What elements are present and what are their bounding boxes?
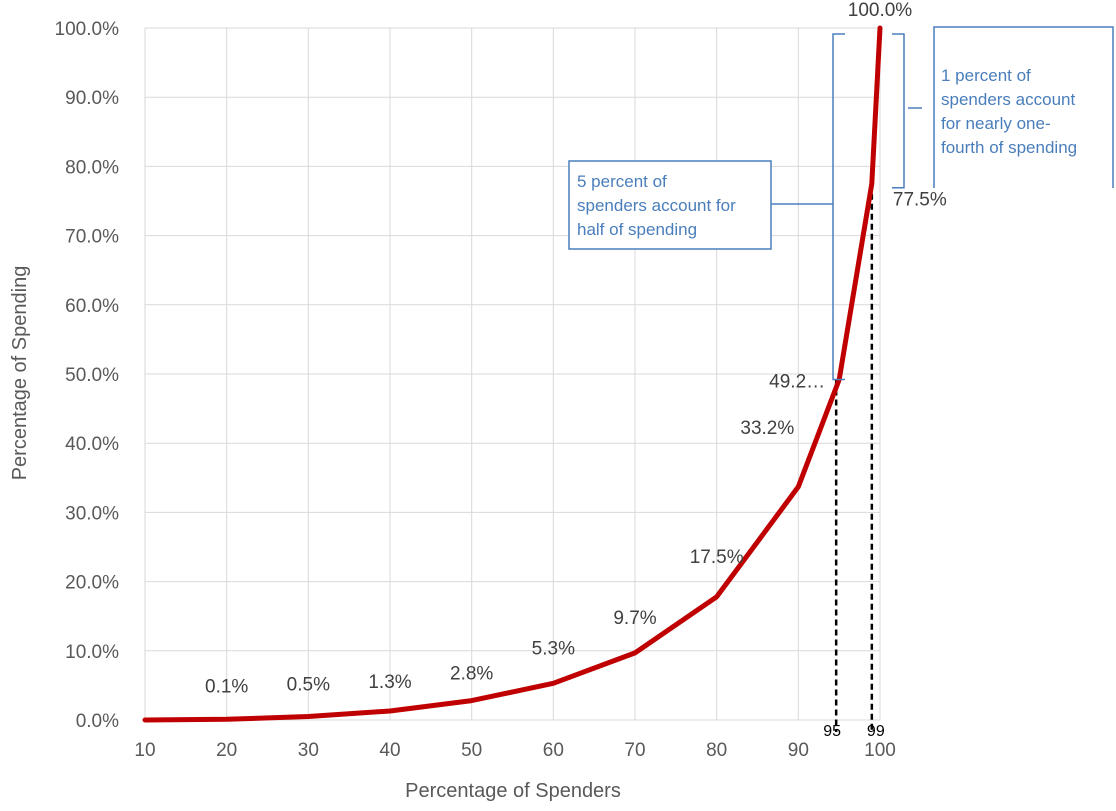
y-axis-ticks: 0.0% 10.0% 20.0% 30.0% 40.0% 50.0% 60.0% 70.0% 8… — [55, 19, 120, 732]
y-tick-label: 0.0% — [76, 711, 119, 732]
y-tick-label: 40.0% — [65, 434, 119, 455]
x-tick-label: 50 — [461, 740, 482, 761]
series-group — [142, 25, 883, 723]
y-axis-title: Percentage of Spending — [9, 266, 31, 481]
data-labels: 0.1% 0.5% 1.3% 2.8% 5.3% 9.7% 17.5% 33.2% 49.2… 7… — [205, 0, 947, 697]
x-tick-label: 90 — [788, 740, 809, 761]
callout-text-1-percent: spenders account — [941, 90, 1075, 109]
x-axis-title: Percentage of Spenders — [405, 780, 621, 802]
reference-lines: 95 99 — [823, 183, 885, 740]
data-label: 100.0% — [848, 0, 913, 21]
y-tick-label: 100.0% — [55, 19, 120, 40]
data-label: 5.3% — [532, 638, 575, 659]
data-label: 9.7% — [613, 608, 656, 629]
callout-text-5-percent: half of spending — [577, 220, 697, 239]
x-tick-label: 20 — [216, 740, 237, 761]
y-tick-label: 30.0% — [65, 503, 119, 524]
data-label: 2.8% — [450, 664, 493, 685]
bracket-5-percent — [832, 33, 845, 381]
y-tick-label: 80.0% — [65, 157, 119, 178]
annotations: 5 percent of spenders account for half of … — [568, 26, 1114, 381]
x-axis-ticks: 10 20 30 40 50 60 70 80 90 100 — [134, 740, 895, 761]
bracket-1-percent — [892, 33, 905, 189]
x-tick-label: 30 — [298, 740, 319, 761]
y-tick-label: 10.0% — [65, 642, 119, 663]
data-label: 49.2… — [769, 372, 825, 393]
data-label: 33.2% — [740, 418, 794, 439]
data-label: 17.5% — [690, 547, 744, 568]
x-tick-label: 40 — [379, 740, 400, 761]
callout-text-1-percent: for nearly one- — [941, 114, 1051, 133]
callout-text-1-percent: fourth of spending — [941, 138, 1077, 157]
x-tick-label: 100 — [864, 740, 896, 761]
series-line — [142, 25, 883, 723]
reference-label-95: 95 — [823, 723, 841, 740]
x-tick-label: 80 — [706, 740, 727, 761]
data-label: 0.1% — [205, 676, 248, 697]
data-label: 77.5% — [893, 190, 947, 211]
y-tick-label: 60.0% — [65, 296, 119, 317]
y-tick-label: 50.0% — [65, 365, 119, 386]
callout-box-5-percent — [568, 160, 772, 250]
data-label: 1.3% — [368, 672, 411, 693]
y-tick-label: 20.0% — [65, 573, 119, 594]
data-label: 0.5% — [287, 675, 330, 696]
reference-label-99: 99 — [867, 723, 885, 740]
y-tick-label: 70.0% — [65, 227, 119, 248]
x-tick-label: 70 — [624, 740, 645, 761]
x-tick-label: 10 — [134, 740, 155, 761]
callout-text-5-percent: 5 percent of — [577, 172, 667, 191]
callout-box-1-percent — [933, 26, 1114, 188]
y-tick-label: 90.0% — [65, 88, 119, 109]
callout-text-1-percent: 1 percent of — [941, 66, 1031, 85]
x-tick-label: 60 — [543, 740, 564, 761]
callout-text-5-percent: spenders account for — [577, 196, 736, 215]
grid-lines — [144, 27, 881, 721]
